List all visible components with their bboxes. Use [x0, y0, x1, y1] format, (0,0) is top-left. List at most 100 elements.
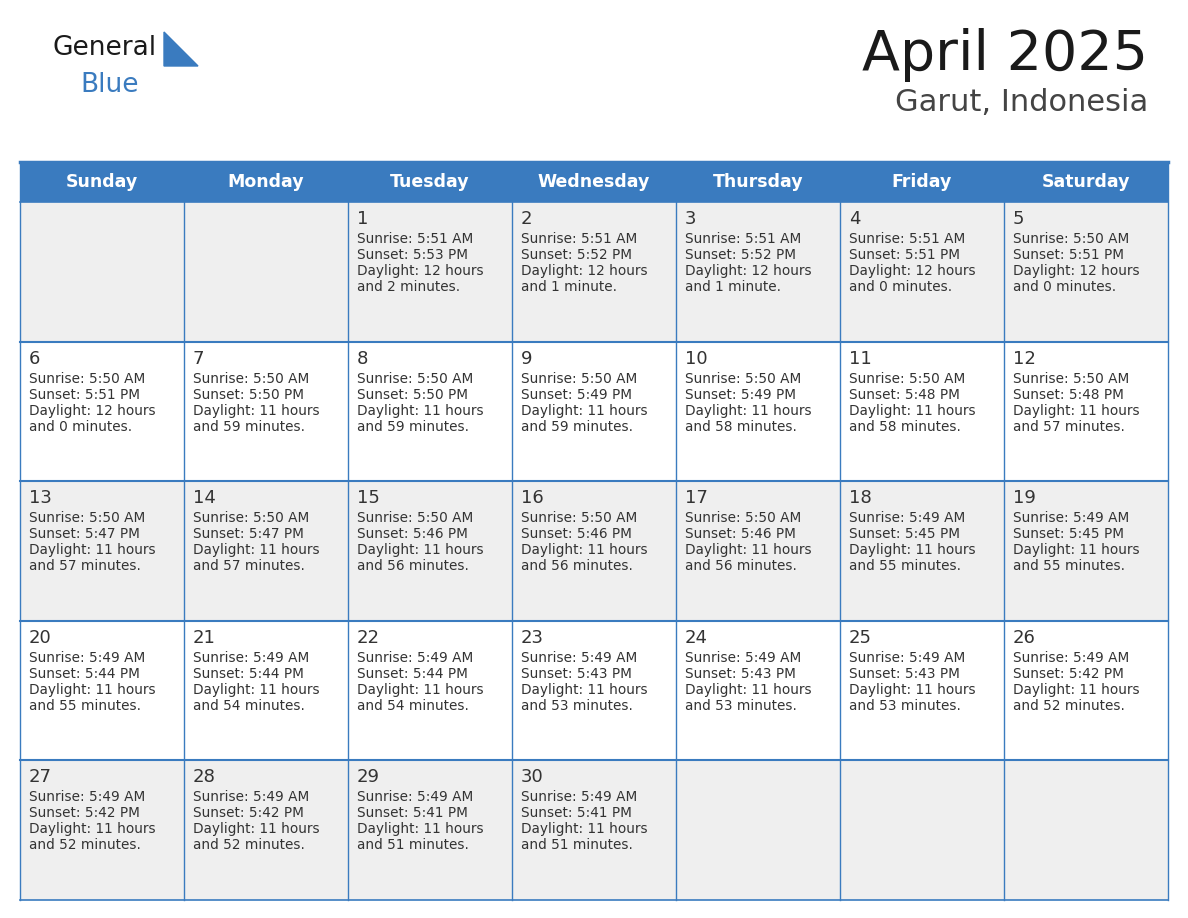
Text: Sunrise: 5:50 AM: Sunrise: 5:50 AM: [1013, 372, 1130, 386]
Text: and 58 minutes.: and 58 minutes.: [685, 420, 797, 433]
Text: 2: 2: [522, 210, 532, 228]
Text: Daylight: 12 hours: Daylight: 12 hours: [849, 264, 975, 278]
Text: Daylight: 11 hours: Daylight: 11 hours: [849, 683, 975, 697]
Text: Daylight: 11 hours: Daylight: 11 hours: [29, 543, 156, 557]
Text: and 0 minutes.: and 0 minutes.: [29, 420, 132, 433]
Text: Sunset: 5:47 PM: Sunset: 5:47 PM: [192, 527, 304, 542]
Text: Daylight: 11 hours: Daylight: 11 hours: [522, 543, 647, 557]
Text: and 51 minutes.: and 51 minutes.: [522, 838, 633, 853]
Bar: [20, 162, 1168, 202]
Text: and 1 minute.: and 1 minute.: [522, 280, 617, 294]
Text: and 53 minutes.: and 53 minutes.: [849, 699, 961, 712]
Text: Sunset: 5:46 PM: Sunset: 5:46 PM: [522, 527, 632, 542]
Text: and 0 minutes.: and 0 minutes.: [849, 280, 952, 294]
Text: and 1 minute.: and 1 minute.: [685, 280, 781, 294]
Text: Sunrise: 5:51 AM: Sunrise: 5:51 AM: [849, 232, 965, 246]
Text: 13: 13: [29, 489, 52, 508]
Bar: [20, 760, 1168, 900]
Text: Daylight: 12 hours: Daylight: 12 hours: [685, 264, 811, 278]
Text: Sunset: 5:52 PM: Sunset: 5:52 PM: [522, 248, 632, 262]
Text: Sunset: 5:42 PM: Sunset: 5:42 PM: [1013, 666, 1124, 681]
Text: Sunrise: 5:50 AM: Sunrise: 5:50 AM: [29, 511, 145, 525]
Text: and 54 minutes.: and 54 minutes.: [358, 699, 469, 712]
Text: Sunrise: 5:49 AM: Sunrise: 5:49 AM: [192, 651, 309, 665]
Text: Daylight: 11 hours: Daylight: 11 hours: [358, 823, 484, 836]
Text: and 0 minutes.: and 0 minutes.: [1013, 280, 1116, 294]
Text: Daylight: 11 hours: Daylight: 11 hours: [192, 683, 320, 697]
Text: and 52 minutes.: and 52 minutes.: [192, 838, 305, 853]
Text: and 55 minutes.: and 55 minutes.: [29, 699, 141, 712]
Text: Sunrise: 5:50 AM: Sunrise: 5:50 AM: [849, 372, 965, 386]
Text: 15: 15: [358, 489, 380, 508]
Text: Sunset: 5:44 PM: Sunset: 5:44 PM: [192, 666, 304, 681]
Text: 12: 12: [1013, 350, 1036, 367]
Text: Sunset: 5:48 PM: Sunset: 5:48 PM: [849, 387, 960, 401]
Text: 22: 22: [358, 629, 380, 647]
Text: Daylight: 11 hours: Daylight: 11 hours: [849, 404, 975, 418]
Text: Daylight: 11 hours: Daylight: 11 hours: [358, 683, 484, 697]
Text: 9: 9: [522, 350, 532, 367]
Text: Sunset: 5:46 PM: Sunset: 5:46 PM: [358, 527, 468, 542]
Text: 14: 14: [192, 489, 216, 508]
Text: Sunset: 5:47 PM: Sunset: 5:47 PM: [29, 527, 140, 542]
Text: Daylight: 11 hours: Daylight: 11 hours: [29, 683, 156, 697]
Text: 20: 20: [29, 629, 52, 647]
Text: Sunrise: 5:50 AM: Sunrise: 5:50 AM: [192, 372, 309, 386]
Text: Daylight: 11 hours: Daylight: 11 hours: [1013, 683, 1139, 697]
Text: Daylight: 11 hours: Daylight: 11 hours: [522, 823, 647, 836]
Text: Sunset: 5:50 PM: Sunset: 5:50 PM: [358, 387, 468, 401]
Text: and 53 minutes.: and 53 minutes.: [685, 699, 797, 712]
Bar: [20, 202, 1168, 341]
Text: Sunrise: 5:50 AM: Sunrise: 5:50 AM: [358, 372, 473, 386]
Text: 5: 5: [1013, 210, 1024, 228]
Text: Daylight: 12 hours: Daylight: 12 hours: [29, 404, 156, 418]
Text: Sunset: 5:45 PM: Sunset: 5:45 PM: [1013, 527, 1124, 542]
Text: 28: 28: [192, 768, 216, 787]
Text: 1: 1: [358, 210, 368, 228]
Text: 29: 29: [358, 768, 380, 787]
Text: and 2 minutes.: and 2 minutes.: [358, 280, 460, 294]
Text: Sunrise: 5:50 AM: Sunrise: 5:50 AM: [29, 372, 145, 386]
Text: Daylight: 11 hours: Daylight: 11 hours: [1013, 404, 1139, 418]
Text: and 57 minutes.: and 57 minutes.: [29, 559, 141, 573]
Text: Sunset: 5:53 PM: Sunset: 5:53 PM: [358, 248, 468, 262]
Text: General: General: [52, 35, 156, 61]
Text: Daylight: 11 hours: Daylight: 11 hours: [685, 404, 811, 418]
Text: Sunset: 5:44 PM: Sunset: 5:44 PM: [29, 666, 140, 681]
Text: and 57 minutes.: and 57 minutes.: [192, 559, 305, 573]
Text: Daylight: 11 hours: Daylight: 11 hours: [685, 683, 811, 697]
Text: 23: 23: [522, 629, 544, 647]
Text: Sunrise: 5:49 AM: Sunrise: 5:49 AM: [849, 511, 965, 525]
Text: 16: 16: [522, 489, 544, 508]
Bar: [20, 621, 1168, 760]
Text: Sunrise: 5:50 AM: Sunrise: 5:50 AM: [522, 511, 637, 525]
Text: Sunrise: 5:50 AM: Sunrise: 5:50 AM: [685, 511, 801, 525]
Text: and 57 minutes.: and 57 minutes.: [1013, 420, 1125, 433]
Text: and 51 minutes.: and 51 minutes.: [358, 838, 469, 853]
Text: Sunset: 5:41 PM: Sunset: 5:41 PM: [522, 806, 632, 821]
Text: Daylight: 11 hours: Daylight: 11 hours: [192, 543, 320, 557]
Text: Daylight: 11 hours: Daylight: 11 hours: [192, 823, 320, 836]
Text: Sunset: 5:51 PM: Sunset: 5:51 PM: [849, 248, 960, 262]
Text: 10: 10: [685, 350, 708, 367]
Text: Wednesday: Wednesday: [538, 173, 650, 191]
Text: Tuesday: Tuesday: [390, 173, 469, 191]
Text: 24: 24: [685, 629, 708, 647]
Bar: [20, 341, 1168, 481]
Text: Sunset: 5:46 PM: Sunset: 5:46 PM: [685, 527, 796, 542]
Text: Saturday: Saturday: [1042, 173, 1130, 191]
Text: 7: 7: [192, 350, 204, 367]
Text: Sunset: 5:42 PM: Sunset: 5:42 PM: [29, 806, 140, 821]
Text: and 55 minutes.: and 55 minutes.: [849, 559, 961, 573]
Text: Daylight: 12 hours: Daylight: 12 hours: [1013, 264, 1139, 278]
Text: Daylight: 12 hours: Daylight: 12 hours: [358, 264, 484, 278]
Text: Sunset: 5:44 PM: Sunset: 5:44 PM: [358, 666, 468, 681]
Bar: [20, 481, 1168, 621]
Text: and 52 minutes.: and 52 minutes.: [1013, 699, 1125, 712]
Text: and 59 minutes.: and 59 minutes.: [358, 420, 469, 433]
Text: Sunrise: 5:49 AM: Sunrise: 5:49 AM: [358, 790, 473, 804]
Text: Sunrise: 5:49 AM: Sunrise: 5:49 AM: [522, 790, 637, 804]
Text: 30: 30: [522, 768, 544, 787]
Text: Garut, Indonesia: Garut, Indonesia: [895, 88, 1148, 117]
Text: and 58 minutes.: and 58 minutes.: [849, 420, 961, 433]
